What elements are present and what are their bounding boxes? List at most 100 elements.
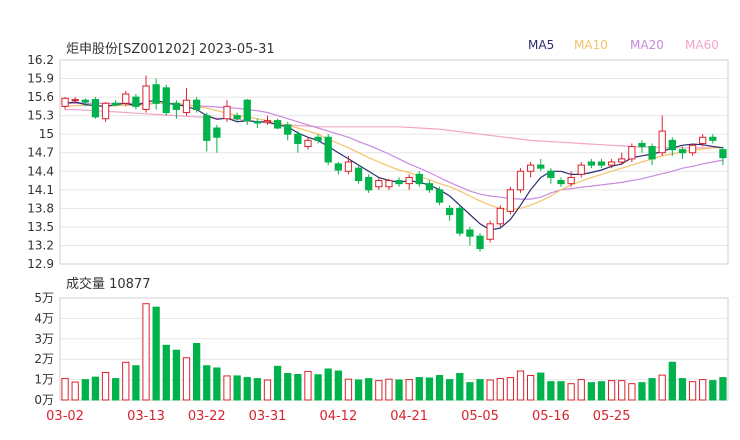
candle-body [648,146,656,160]
candle-body [607,161,616,166]
volume-bar [435,375,444,401]
legend-ma10: MA10 [574,38,608,52]
volume-bar [375,380,383,401]
volume-bar [344,378,353,401]
candle-body [395,180,403,185]
candle-body [587,161,596,166]
volume-bar [699,379,707,401]
ma5-line [65,99,723,231]
candle-body [375,180,383,188]
volume-bar [486,379,494,401]
price-y-tick: 16.2 [27,53,54,67]
candle-body [678,149,687,154]
candle-body [294,133,302,144]
candle-body [638,142,646,148]
candle-body [61,97,69,107]
x-tick-label: 05-16 [532,409,570,424]
chart-title: 炬申股份[SZ001202] 2023-05-31 [66,42,275,57]
candle-body [132,96,140,107]
candle-body [557,180,565,185]
candle-body [243,99,251,122]
volume-bar [577,379,585,401]
volume-bar [263,379,272,401]
x-tick-label: 03-31 [249,409,287,424]
volume-bar [101,371,110,401]
candle-body [699,136,707,144]
candle-body [324,136,332,163]
volume-bar [567,383,575,401]
candle-body [618,158,626,163]
volume-bar [658,374,666,401]
volume-bar [81,379,89,401]
volume-bar [597,381,606,401]
volume-y-tick: 1万 [34,373,54,387]
volume-bar [668,361,676,401]
price-y-tick: 14.7 [27,146,54,160]
candle-body [192,99,201,110]
candle-body [628,146,636,160]
candle-body [142,85,150,110]
x-tick-label: 05-05 [461,409,499,424]
volume-bar [688,381,697,401]
candle-body [405,176,413,185]
candle-body [456,207,464,234]
volume-y-tick: 2万 [34,352,54,366]
candle-body [486,223,494,240]
candle-body [365,176,373,191]
candle-body [719,149,727,159]
candle-body [122,93,130,104]
candle-body [658,130,666,154]
volume-plot-frame [59,297,729,401]
volume-bar [304,370,312,401]
volume-bar [142,303,150,401]
x-tick-label: 04-12 [319,409,357,424]
candle-body [334,163,342,171]
volume-bar [466,382,474,401]
volume-bar [112,378,120,401]
ma60-line [65,108,723,149]
candle-body [466,229,474,237]
volume-bar [496,378,504,401]
volume-bar [446,379,454,401]
price-y-tick: 14.1 [27,183,54,197]
x-tick-label: 03-13 [127,409,165,424]
candle-body [597,161,606,166]
candle-body [233,115,241,120]
candle-body [476,235,484,250]
volume-bar [91,376,100,401]
volume-bar [456,372,464,401]
candle-body [496,207,504,225]
volume-bar [405,379,413,401]
volume-bar [324,368,332,401]
volume-bar [537,372,545,401]
volume-bar [243,377,251,401]
candle-body [203,115,211,141]
candle-body [101,102,110,120]
price-y-tick: 14.4 [27,164,54,178]
volume-bar [122,361,130,401]
candle-body [385,180,393,188]
volume-bar [506,377,515,401]
candle-body [314,136,322,141]
volume-bar [648,378,656,401]
candle-body [415,173,423,185]
candle-body [182,99,191,114]
candle-body [709,136,717,141]
candle-body [547,170,555,178]
volume-bar [516,370,525,401]
volume-bar [365,378,373,401]
volume-bar [557,381,565,401]
candle-body [567,176,575,185]
candle-body [668,139,676,151]
volume-bar [354,379,363,401]
candle-body [506,189,515,212]
candle-body [253,121,262,124]
legend-ma20: MA20 [630,38,664,52]
volume-bar [415,377,423,401]
volume-y-tick: 4万 [34,311,54,325]
candle-body [344,161,353,172]
volume-bar [385,378,393,401]
price-y-tick: 15 [39,127,54,141]
price-y-tick: 13.8 [27,201,54,215]
x-tick-label: 05-25 [593,409,631,424]
